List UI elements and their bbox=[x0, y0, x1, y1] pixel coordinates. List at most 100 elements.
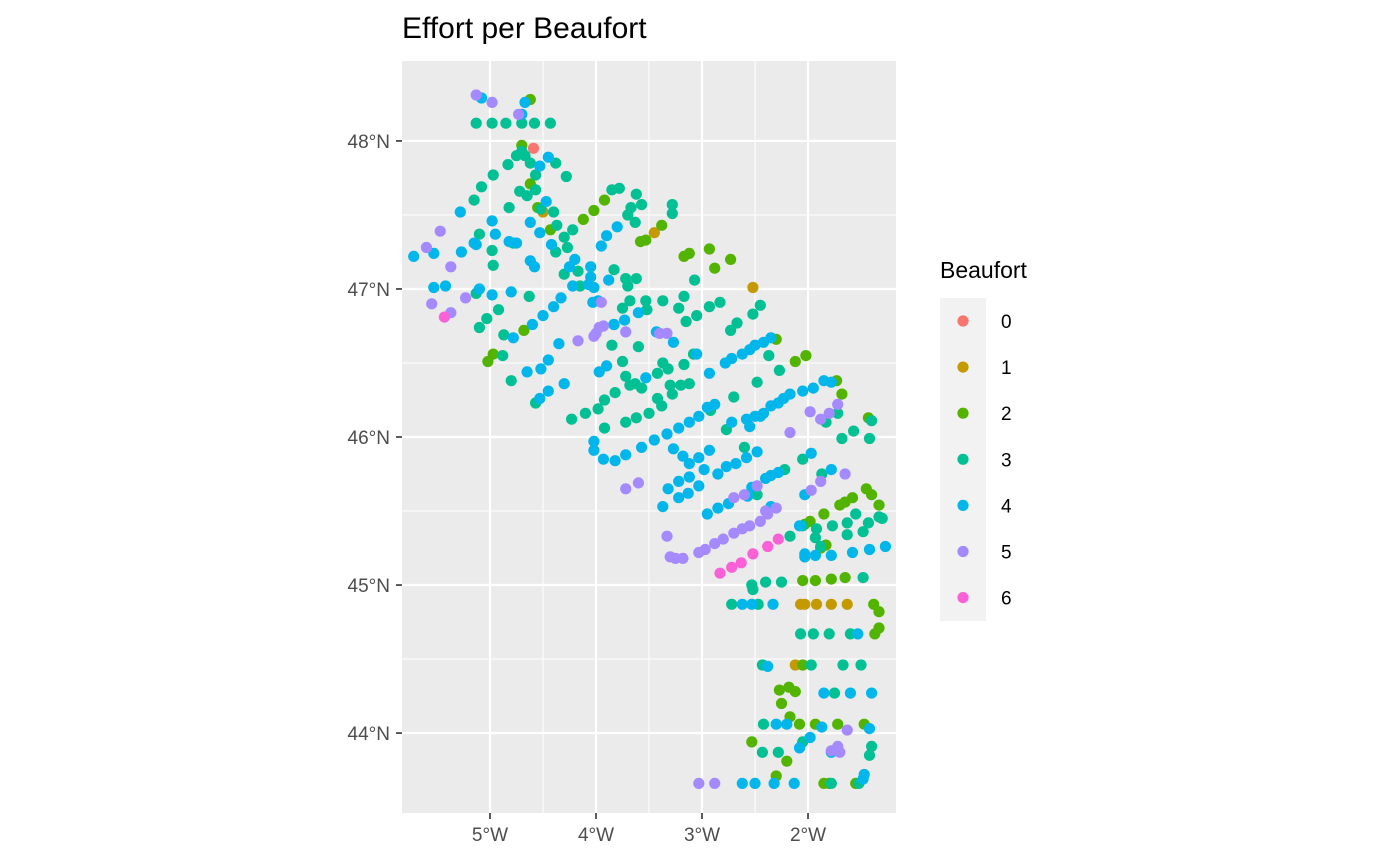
point-beaufort-3 bbox=[795, 628, 807, 640]
point-beaufort-4 bbox=[548, 301, 560, 313]
point-beaufort-3 bbox=[664, 379, 676, 391]
point-beaufort-4 bbox=[526, 318, 539, 331]
point-beaufort-3 bbox=[757, 718, 770, 730]
point-beaufort-4 bbox=[555, 292, 567, 304]
y-tick-label: 47°N bbox=[348, 280, 390, 301]
point-beaufort-3 bbox=[823, 628, 835, 640]
legend-key-3 bbox=[957, 453, 969, 465]
point-beaufort-4 bbox=[805, 447, 817, 459]
point-beaufort-4 bbox=[825, 549, 837, 562]
point-beaufort-4 bbox=[825, 376, 837, 388]
point-beaufort-3 bbox=[560, 170, 572, 183]
point-beaufort-6 bbox=[762, 540, 774, 553]
point-beaufort-5 bbox=[620, 326, 632, 338]
point-beaufort-1 bbox=[810, 598, 823, 610]
point-beaufort-3 bbox=[805, 659, 817, 671]
point-beaufort-5 bbox=[804, 406, 816, 418]
point-beaufort-3 bbox=[566, 413, 578, 425]
legend-key-6 bbox=[957, 592, 969, 604]
point-beaufort-4 bbox=[677, 450, 689, 462]
point-beaufort-4 bbox=[601, 360, 613, 372]
point-beaufort-4 bbox=[545, 239, 558, 251]
point-beaufort-2 bbox=[518, 324, 530, 336]
point-beaufort-5 bbox=[620, 483, 632, 495]
point-beaufort-3 bbox=[606, 184, 618, 196]
point-beaufort-4 bbox=[567, 280, 579, 292]
point-beaufort-5 bbox=[728, 492, 740, 504]
y-tick-label: 48°N bbox=[348, 132, 390, 153]
point-beaufort-6 bbox=[747, 548, 759, 560]
point-beaufort-4 bbox=[879, 540, 892, 553]
point-beaufort-2 bbox=[789, 355, 801, 368]
point-beaufort-3 bbox=[726, 598, 738, 610]
point-beaufort-3 bbox=[521, 190, 533, 202]
point-beaufort-4 bbox=[740, 413, 753, 425]
point-beaufort-5 bbox=[420, 241, 432, 254]
point-beaufort-5 bbox=[839, 468, 851, 480]
point-beaufort-3 bbox=[624, 295, 636, 307]
point-beaufort-3 bbox=[866, 740, 878, 753]
point-beaufort-4 bbox=[553, 338, 565, 350]
point-beaufort-3 bbox=[731, 317, 743, 329]
point-beaufort-3 bbox=[797, 453, 809, 465]
point-beaufort-4 bbox=[662, 483, 674, 495]
point-beaufort-5 bbox=[709, 538, 721, 550]
point-beaufort-2 bbox=[873, 606, 885, 618]
point-beaufort-5 bbox=[728, 527, 740, 539]
legend-label-2: 2 bbox=[1001, 404, 1012, 425]
point-beaufort-4 bbox=[519, 96, 531, 108]
point-beaufort-1 bbox=[841, 598, 853, 610]
point-beaufort-5 bbox=[823, 407, 835, 419]
point-beaufort-4 bbox=[863, 723, 876, 735]
y-tick-label: 45°N bbox=[348, 576, 390, 597]
axes: 5°W 4°W 3°W 2°W 44°N 45°N 46°N 47°N 48°N bbox=[348, 132, 827, 846]
point-beaufort-4 bbox=[428, 281, 440, 294]
point-beaufort-3 bbox=[598, 422, 611, 434]
point-beaufort-4 bbox=[726, 416, 738, 428]
point-beaufort-3 bbox=[608, 264, 620, 276]
point-beaufort-4 bbox=[784, 388, 796, 400]
point-beaufort-4 bbox=[534, 227, 546, 239]
legend-title: Beaufort bbox=[940, 257, 1028, 283]
point-beaufort-2 bbox=[683, 247, 695, 259]
point-beaufort-3 bbox=[678, 290, 690, 302]
point-beaufort-1 bbox=[747, 281, 759, 294]
point-beaufort-4 bbox=[540, 196, 552, 208]
point-beaufort-5 bbox=[815, 475, 827, 487]
point-beaufort-3 bbox=[675, 379, 687, 391]
point-beaufort-3 bbox=[841, 529, 853, 541]
point-beaufort-3 bbox=[863, 749, 876, 761]
point-beaufort-4 bbox=[720, 461, 733, 473]
point-beaufort-4 bbox=[726, 352, 738, 365]
point-beaufort-4 bbox=[603, 274, 615, 286]
point-beaufort-3 bbox=[810, 523, 823, 535]
x-tick-label: 4°W bbox=[578, 825, 614, 846]
point-beaufort-2 bbox=[797, 659, 809, 671]
point-beaufort-5 bbox=[709, 777, 721, 790]
point-beaufort-2 bbox=[793, 718, 806, 730]
point-beaufort-3 bbox=[558, 231, 570, 243]
point-beaufort-3 bbox=[616, 302, 629, 314]
point-beaufort-4 bbox=[788, 777, 800, 790]
point-beaufort-5 bbox=[815, 413, 827, 425]
point-beaufort-3 bbox=[666, 207, 678, 220]
point-beaufort-4 bbox=[730, 458, 742, 470]
point-beaufort-2 bbox=[709, 262, 721, 274]
point-beaufort-4 bbox=[454, 206, 466, 218]
point-beaufort-4 bbox=[470, 239, 482, 251]
point-beaufort-0 bbox=[527, 142, 540, 154]
point-beaufort-4 bbox=[799, 551, 811, 563]
point-beaufort-3 bbox=[528, 117, 541, 129]
point-beaufort-4 bbox=[507, 332, 519, 344]
point-beaufort-4 bbox=[455, 246, 467, 258]
point-beaufort-3 bbox=[857, 572, 869, 584]
point-beaufort-4 bbox=[535, 363, 547, 375]
point-beaufort-6 bbox=[438, 311, 450, 323]
point-beaufort-4 bbox=[683, 416, 695, 428]
point-beaufort-5 bbox=[762, 508, 774, 520]
point-beaufort-3 bbox=[747, 583, 759, 596]
point-beaufort-3 bbox=[579, 407, 592, 419]
point-beaufort-2 bbox=[834, 499, 846, 511]
point-beaufort-3 bbox=[773, 364, 786, 376]
point-beaufort-5 bbox=[460, 292, 472, 304]
